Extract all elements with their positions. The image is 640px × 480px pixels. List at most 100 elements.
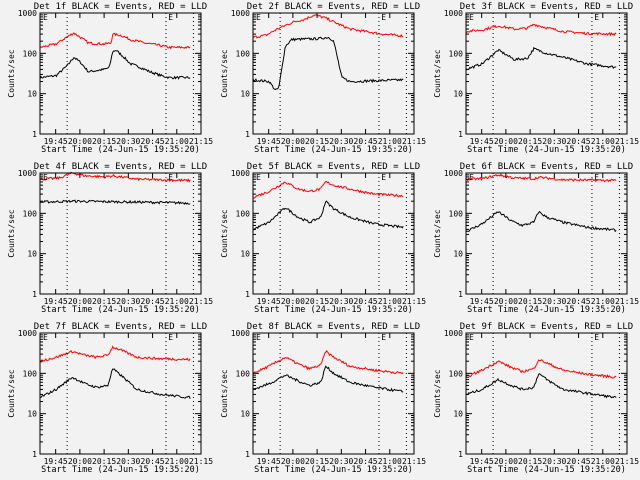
x-tick-label: 19:45: [44, 137, 68, 146]
x-tick-label: 21:00: [591, 137, 615, 146]
event-marker: E: [381, 13, 386, 22]
x-tick-label: 20:00: [281, 137, 305, 146]
events-series-line: [253, 200, 404, 231]
x-tick-label: 19:45: [257, 457, 281, 466]
event-marker: E: [594, 333, 599, 342]
y-tick-label: 1: [245, 130, 250, 139]
x-tick-label: 21:00: [165, 457, 189, 466]
y-tick-label: 100: [449, 49, 464, 58]
plot-frame: [39, 172, 202, 295]
event-marker: E: [469, 333, 474, 342]
y-tick-label: 1: [32, 450, 37, 459]
x-axis-label: Start Time (24-Jun-15 19:35:20): [254, 305, 413, 315]
panel-title: Det 4f BLACK = Events, RED = LLD: [34, 162, 207, 172]
x-tick-label: 21:15: [189, 137, 213, 146]
x-tick-label: 20:15: [305, 297, 329, 306]
x-tick-label: 20:15: [305, 457, 329, 466]
x-tick-label: 20:15: [305, 137, 329, 146]
x-tick-label: 21:00: [378, 297, 402, 306]
y-tick-label: 1: [245, 290, 250, 299]
x-tick-label: 21:00: [378, 457, 402, 466]
y-axis-label: Counts/sec: [220, 209, 229, 257]
events-series-line: [252, 36, 404, 91]
plot-frame: [252, 172, 415, 295]
event-marker: E: [168, 333, 173, 342]
plot-frame: [465, 332, 628, 455]
y-axis-label: Counts/sec: [220, 369, 229, 417]
x-tick-label: 20:30: [542, 297, 566, 306]
event-marker: E: [469, 173, 474, 182]
x-tick-label: 19:45: [44, 297, 68, 306]
y-tick-label: 1000: [231, 329, 250, 338]
panel-title: Det 8f BLACK = Events, RED = LLD: [247, 322, 420, 332]
y-tick-label: 100: [23, 209, 38, 218]
y-axis-label: Counts/sec: [433, 49, 442, 97]
x-tick-label: 21:15: [402, 137, 426, 146]
event-marker: E: [256, 333, 261, 342]
x-tick-label: 19:45: [44, 457, 68, 466]
plot-frame: [465, 172, 628, 295]
x-tick-label: 21:00: [591, 297, 615, 306]
plot-frame: [252, 332, 415, 455]
event-marker: E: [381, 173, 386, 182]
x-tick-label: 20:30: [329, 297, 353, 306]
x-axis-label: Start Time (24-Jun-15 19:35:20): [41, 145, 200, 155]
y-tick-label: 100: [449, 209, 464, 218]
lld-series-line: [252, 180, 404, 199]
y-tick-label: 1000: [18, 169, 37, 178]
events-series-line: [39, 368, 191, 399]
panel-title: Det 2f BLACK = Events, RED = LLD: [247, 2, 420, 12]
y-axis-label: Counts/sec: [220, 49, 229, 97]
x-tick-label: 19:45: [470, 137, 494, 146]
plot-frame: [252, 12, 415, 135]
x-tick-label: 20:00: [68, 457, 92, 466]
y-tick-label: 10: [240, 410, 250, 419]
y-tick-label: 1: [32, 290, 37, 299]
x-tick-label: 20:15: [92, 457, 116, 466]
lld-series-line: [39, 171, 191, 183]
event-marker: E: [168, 13, 173, 22]
y-tick-label: 1000: [18, 329, 37, 338]
y-tick-label: 10: [27, 90, 37, 99]
y-axis-label: Counts/sec: [433, 209, 442, 257]
x-tick-label: 19:45: [257, 297, 281, 306]
y-tick-label: 10: [240, 250, 250, 259]
event-marker: E: [381, 333, 386, 342]
y-tick-label: 1000: [444, 169, 463, 178]
panel-title: Det 5f BLACK = Events, RED = LLD: [247, 162, 420, 172]
x-tick-label: 20:45: [567, 297, 591, 306]
x-tick-label: 20:15: [518, 457, 542, 466]
x-tick-label: 21:15: [402, 457, 426, 466]
x-axis-label: Start Time (24-Jun-15 19:35:20): [467, 465, 626, 475]
events-series-line: [39, 199, 191, 205]
y-tick-label: 100: [23, 49, 38, 58]
y-axis-label: Counts/sec: [7, 209, 16, 257]
y-tick-label: 1: [458, 130, 463, 139]
y-tick-label: 1000: [444, 329, 463, 338]
panel-title: Det 3f BLACK = Events, RED = LLD: [460, 2, 633, 12]
x-tick-label: 20:30: [329, 457, 353, 466]
x-tick-label: 20:30: [116, 457, 140, 466]
x-axis-label: Start Time (24-Jun-15 19:35:20): [467, 145, 626, 155]
x-tick-label: 21:00: [165, 137, 189, 146]
x-axis-label: Start Time (24-Jun-15 19:35:20): [41, 305, 200, 315]
x-tick-label: 20:45: [354, 297, 378, 306]
x-tick-label: 21:15: [615, 457, 639, 466]
x-tick-label: 20:00: [281, 297, 305, 306]
event-marker: E: [594, 173, 599, 182]
y-tick-label: 1: [458, 450, 463, 459]
events-series-line: [39, 50, 191, 80]
y-tick-label: 1000: [231, 9, 250, 18]
x-tick-label: 20:00: [68, 297, 92, 306]
y-axis-label: Counts/sec: [433, 369, 442, 417]
x-axis-label: Start Time (24-Jun-15 19:35:20): [467, 305, 626, 315]
plot-frame: [39, 332, 202, 455]
y-tick-label: 10: [27, 250, 37, 259]
x-tick-label: 20:45: [567, 137, 591, 146]
y-tick-label: 100: [236, 369, 251, 378]
